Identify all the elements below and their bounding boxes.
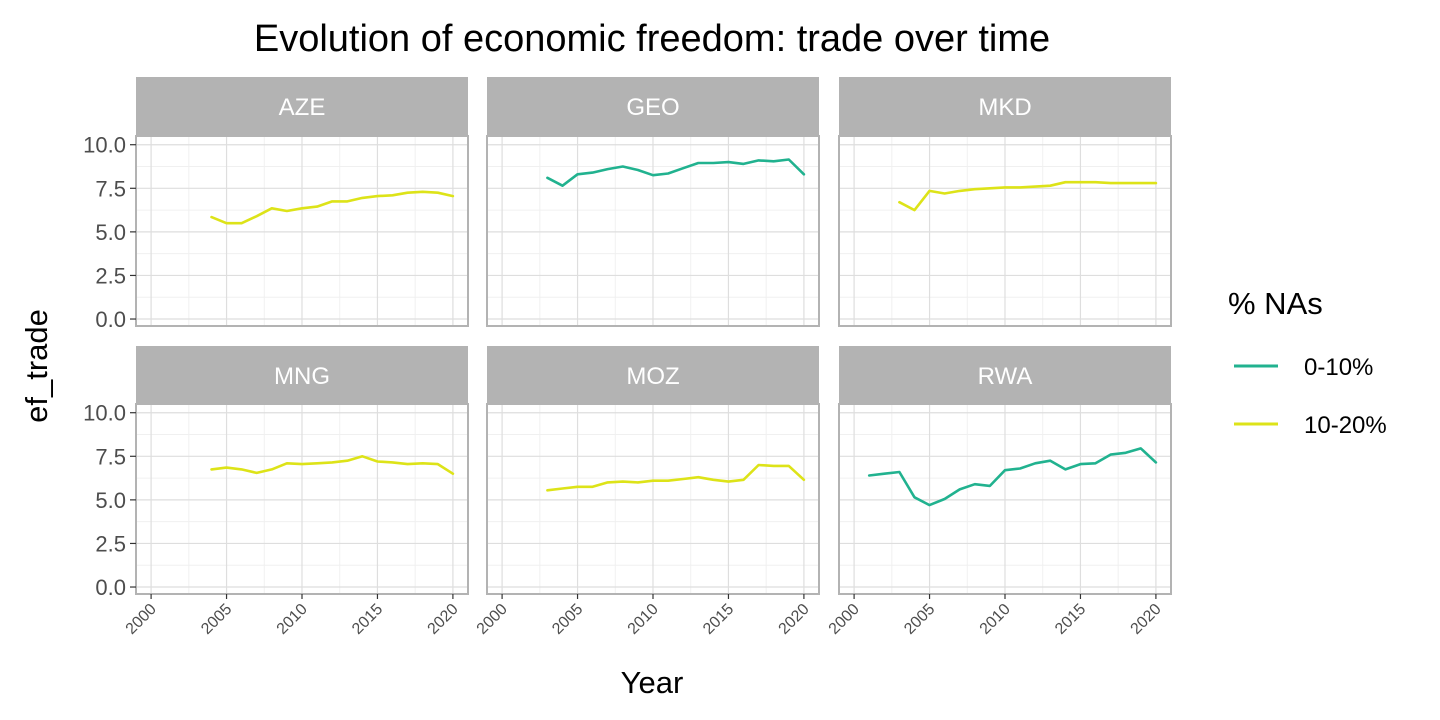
x-tick-label: 2000 bbox=[826, 601, 863, 638]
gridlines bbox=[136, 404, 468, 594]
panel-border bbox=[838, 135, 1172, 327]
panel-moz: MOZ 2000 2005 2010 2015 2020 bbox=[474, 346, 820, 638]
panel-mng: MNG 0.0 2.5 5.0 7.5 10.0 2000 2005 2010 2015 2020 bbox=[83, 346, 469, 638]
series-line-rwa bbox=[867, 447, 1158, 507]
x-tick-label: 2010 bbox=[977, 601, 1014, 638]
x-tick-label: 2020 bbox=[776, 601, 813, 638]
legend: % NAs 0-10% 10-20% bbox=[1228, 286, 1387, 439]
x-tick-label: 2005 bbox=[198, 601, 235, 638]
series-line-aze bbox=[210, 190, 455, 225]
facet-strip bbox=[136, 77, 468, 135]
y-tick-label: 5.0 bbox=[95, 220, 126, 245]
x-tick-label: 2000 bbox=[123, 601, 160, 638]
facet-strip bbox=[487, 77, 819, 135]
x-tick-label: 2005 bbox=[549, 601, 586, 638]
panel-border bbox=[486, 135, 820, 327]
series-line-geo bbox=[546, 158, 806, 187]
y-tick-label: 7.5 bbox=[95, 444, 126, 469]
panel-geo: GEO bbox=[486, 77, 820, 327]
panel-rwa: RWA 2000 2005 2010 2015 2020 bbox=[826, 346, 1172, 638]
series-line-mng bbox=[210, 454, 455, 476]
facet-strip bbox=[839, 77, 1171, 135]
facet-strip-label: RWA bbox=[978, 363, 1033, 390]
gridlines bbox=[487, 404, 819, 594]
facet-strip bbox=[487, 346, 819, 404]
legend-label: 10-20% bbox=[1304, 412, 1387, 439]
y-tick-label: 5.0 bbox=[95, 488, 126, 513]
y-tick-label: 2.5 bbox=[95, 263, 126, 288]
x-tick-label: 2010 bbox=[274, 601, 311, 638]
gridlines bbox=[136, 136, 468, 326]
facet-strip bbox=[136, 346, 468, 404]
x-tick-label: 2015 bbox=[349, 601, 386, 638]
legend-label: 0-10% bbox=[1304, 354, 1373, 381]
legend-entries: 0-10% 10-20% bbox=[1234, 354, 1387, 439]
y-tick-label: 10.0 bbox=[83, 133, 126, 158]
x-tick-label: 2020 bbox=[425, 601, 462, 638]
panel-mkd: MKD bbox=[838, 77, 1172, 327]
facet-strip-label: MKD bbox=[978, 94, 1031, 121]
gridlines bbox=[487, 136, 819, 326]
facet-strip-label: MOZ bbox=[626, 363, 679, 390]
y-tick-label: 7.5 bbox=[95, 176, 126, 201]
facet-strip-label: AZE bbox=[279, 94, 326, 121]
facet-strip-label: GEO bbox=[626, 94, 679, 121]
x-tick-label: 2005 bbox=[901, 601, 938, 638]
chart-title: Evolution of economic freedom: trade ove… bbox=[254, 18, 1050, 60]
x-tick-label: 2015 bbox=[700, 601, 737, 638]
series-line-moz bbox=[546, 463, 806, 492]
facet-strip-label: MNG bbox=[274, 363, 330, 390]
legend-title: % NAs bbox=[1228, 286, 1323, 321]
x-axis-title: Year bbox=[621, 665, 684, 700]
panel-aze: AZE 0.0 2.5 5.0 7.5 10.0 bbox=[83, 77, 469, 332]
series-line-mkd bbox=[898, 180, 1158, 212]
gridlines bbox=[839, 404, 1171, 594]
x-tick-label: 2020 bbox=[1128, 601, 1165, 638]
x-tick-label: 2015 bbox=[1052, 601, 1089, 638]
x-tick-label: 2010 bbox=[625, 601, 662, 638]
legend-item: 10-20% bbox=[1234, 412, 1387, 439]
y-tick-label: 10.0 bbox=[83, 401, 126, 426]
facet-strip bbox=[839, 346, 1171, 404]
x-tick-label: 2000 bbox=[474, 601, 511, 638]
y-axis-title: ef_trade bbox=[19, 309, 54, 423]
y-tick-label: 2.5 bbox=[95, 531, 126, 556]
legend-item: 0-10% bbox=[1234, 354, 1373, 381]
y-tick-label: 0.0 bbox=[95, 307, 126, 332]
facet-panels: AZE 0.0 2.5 5.0 7.5 10.0 GEO MKD MNG 0.0 2.5 5.0 7.5… bbox=[83, 77, 1172, 638]
gridlines bbox=[839, 136, 1171, 326]
panel-border bbox=[135, 135, 469, 327]
y-tick-label: 0.0 bbox=[95, 575, 126, 600]
